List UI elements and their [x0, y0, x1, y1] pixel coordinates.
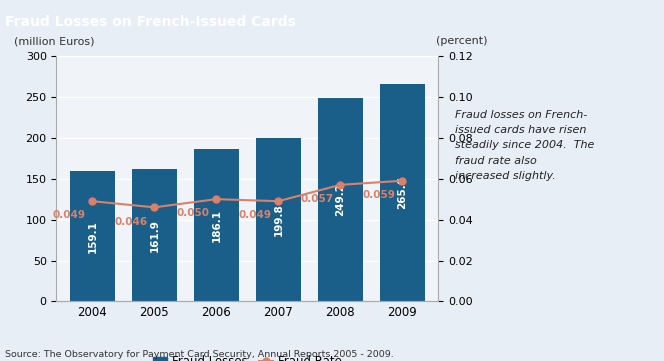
Text: 0.049: 0.049 [52, 210, 86, 221]
Text: 159.1: 159.1 [88, 220, 98, 253]
Text: 0.057: 0.057 [300, 194, 333, 204]
Text: (million Euros): (million Euros) [15, 36, 95, 46]
Bar [70, 171, 115, 301]
Bar [318, 97, 363, 301]
Text: 0.050: 0.050 [177, 208, 209, 218]
Text: 0.049: 0.049 [238, 210, 272, 221]
Text: 161.9: 161.9 [149, 219, 159, 252]
Bar [380, 84, 424, 301]
Text: Fraud Losses on French-Issued Cards: Fraud Losses on French-Issued Cards [5, 14, 296, 29]
Legend: Fraud Losses, Fraud Rate: Fraud Losses, Fraud Rate [148, 350, 347, 361]
Text: (percent): (percent) [436, 36, 488, 46]
Text: 199.8: 199.8 [274, 203, 284, 236]
Text: Source: The Observatory for Payment Card Security, Annual Reports 2005 - 2009.: Source: The Observatory for Payment Card… [5, 350, 394, 359]
Text: 0.059: 0.059 [363, 190, 395, 200]
Bar [256, 138, 301, 301]
Text: Fraud losses on French-
issued cards have risen
steadily since 2004.  The
fraud : Fraud losses on French- issued cards hav… [455, 110, 594, 181]
Bar [132, 169, 177, 301]
Text: 0.046: 0.046 [114, 217, 147, 227]
Text: 265.6: 265.6 [397, 176, 407, 209]
Text: 249.2: 249.2 [335, 183, 345, 216]
Bar [194, 149, 238, 301]
Text: 186.1: 186.1 [211, 209, 221, 242]
